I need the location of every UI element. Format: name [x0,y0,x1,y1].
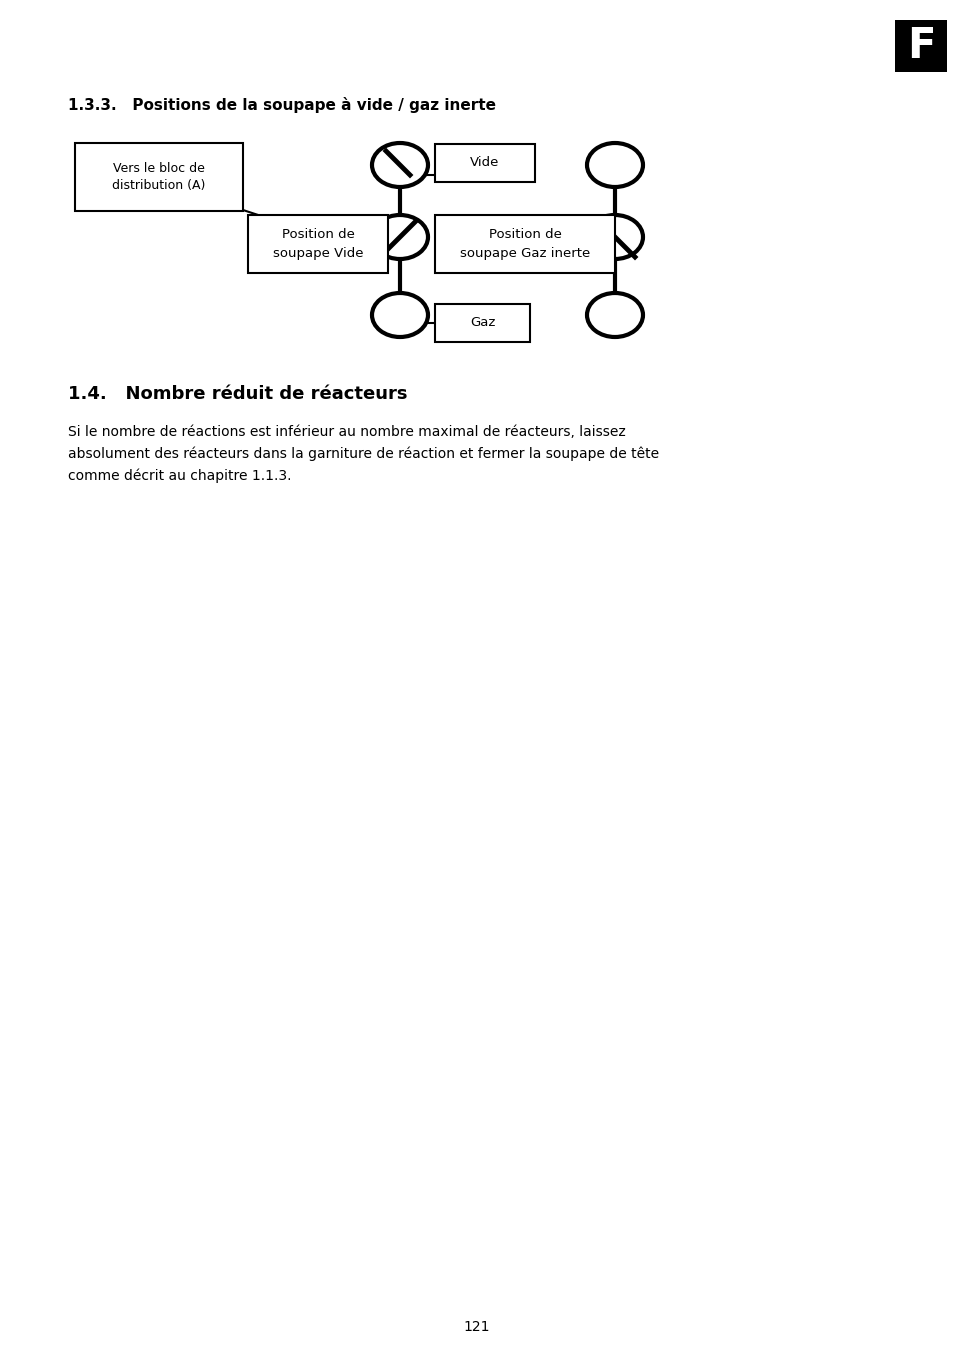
Ellipse shape [586,293,642,336]
Ellipse shape [586,215,642,259]
Text: 121: 121 [463,1320,490,1333]
FancyBboxPatch shape [248,215,388,273]
FancyBboxPatch shape [894,20,946,72]
Ellipse shape [372,143,428,186]
Text: 1.4.   Nombre réduit de réacteurs: 1.4. Nombre réduit de réacteurs [68,385,407,403]
Text: Vers le bloc de
distribution (A): Vers le bloc de distribution (A) [112,162,206,192]
FancyBboxPatch shape [435,304,530,342]
FancyBboxPatch shape [435,145,535,182]
Text: Position de
soupape Gaz inerte: Position de soupape Gaz inerte [459,228,590,259]
Ellipse shape [372,293,428,336]
FancyBboxPatch shape [435,215,615,273]
FancyBboxPatch shape [75,143,243,211]
Text: Position de
soupape Vide: Position de soupape Vide [273,228,363,259]
Text: Gaz: Gaz [469,316,495,330]
Ellipse shape [372,215,428,259]
Ellipse shape [586,143,642,186]
Text: F: F [905,26,934,68]
Text: 1.3.3.   Positions de la soupape à vide / gaz inerte: 1.3.3. Positions de la soupape à vide / … [68,97,496,113]
Text: Vide: Vide [470,157,499,169]
Text: Si le nombre de réactions est inférieur au nombre maximal de réacteurs, laissez
: Si le nombre de réactions est inférieur … [68,426,659,482]
